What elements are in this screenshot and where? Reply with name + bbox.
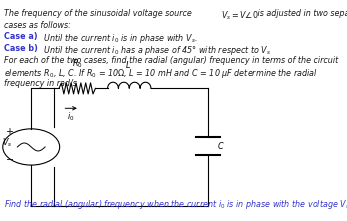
Text: Case b): Case b)	[4, 44, 38, 53]
Text: elements $R_0$, $L$, $C$. If $R_0$ = 10$\Omega$, $L$ = 10 m$H$ and $C$ = 10 $\mu: elements $R_0$, $L$, $C$. If $R_0$ = 10$…	[4, 67, 318, 80]
Text: $L$: $L$	[125, 59, 132, 70]
Text: For each of the two cases, find the radial (angular) frequency in terms of the c: For each of the two cases, find the radi…	[4, 56, 338, 65]
Text: Until the current $i_0$ is in phase with $V_s$.: Until the current $i_0$ is in phase with…	[41, 32, 197, 46]
Text: $V_s = V\angle 0$: $V_s = V\angle 0$	[221, 9, 259, 22]
Text: −: −	[6, 154, 15, 163]
Text: Case a): Case a)	[4, 32, 38, 42]
Text: is adjusted in two separate: is adjusted in two separate	[255, 9, 347, 18]
Text: cases as follows:: cases as follows:	[4, 21, 71, 30]
Text: The frequency of the sinusoidal voltage source: The frequency of the sinusoidal voltage …	[4, 9, 194, 18]
Text: Until the current $i_0$ has a phase of 45° with respect to $V_s$: Until the current $i_0$ has a phase of 4…	[41, 44, 271, 57]
Text: $R_0$: $R_0$	[72, 57, 83, 70]
Text: $V_s$: $V_s$	[2, 136, 12, 149]
Text: frequency in rad/s: frequency in rad/s	[4, 79, 77, 88]
Text: Find the radial (angular) frequency when the current $i_0$ is in phase with the : Find the radial (angular) frequency when…	[4, 198, 347, 211]
Text: $C$: $C$	[217, 140, 225, 151]
Text: $i_0$: $i_0$	[67, 110, 75, 123]
Text: +: +	[6, 127, 15, 135]
